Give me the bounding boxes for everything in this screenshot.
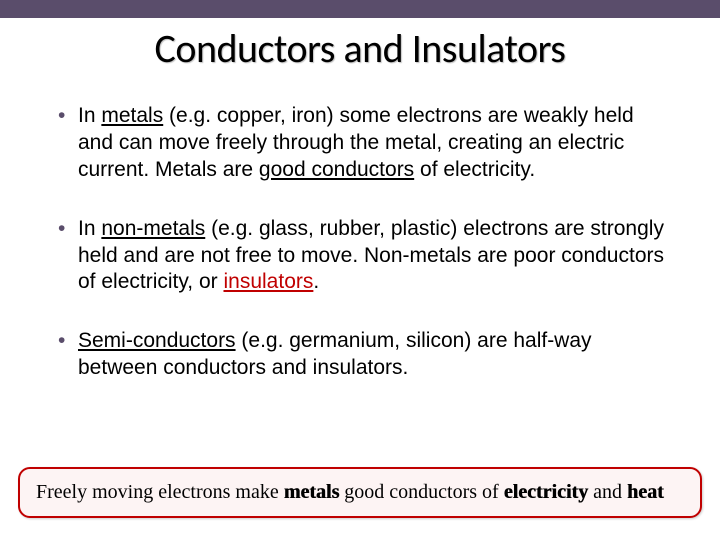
- underlined-term-nonmetals: non-metals: [101, 217, 205, 240]
- callout-text: and: [588, 481, 627, 503]
- bullet-item-semiconductors: Semi-conductors (e.g. germanium, silicon…: [50, 328, 670, 382]
- callout-text: Freely moving electrons make: [36, 481, 284, 503]
- callout-bold-metals: metals: [284, 481, 340, 503]
- callout-bold-heat: heat: [627, 481, 664, 503]
- bullet-item-metals: In metals (e.g. copper, iron) some elect…: [50, 103, 670, 184]
- underlined-term-insulators: insulators: [223, 270, 313, 293]
- summary-callout: Freely moving electrons make metals good…: [18, 467, 702, 518]
- callout-bold-electricity: electricity: [504, 481, 588, 503]
- slide-title: Conductors and Insulators: [0, 24, 720, 73]
- underlined-term-good-conductors: good conductors: [259, 158, 414, 181]
- content-area: In metals (e.g. copper, iron) some elect…: [0, 73, 720, 382]
- bullet-list: In metals (e.g. copper, iron) some elect…: [50, 103, 670, 382]
- top-accent-bar: [0, 0, 720, 18]
- callout-text: good conductors of: [339, 481, 503, 503]
- text-fragment: of electricity.: [414, 158, 535, 181]
- underlined-term-metals: metals: [101, 104, 163, 127]
- bullet-item-nonmetals: In non-metals (e.g. glass, rubber, plast…: [50, 216, 670, 297]
- text-fragment: In: [78, 104, 101, 127]
- text-fragment: .: [313, 270, 319, 293]
- underlined-term-semiconductors: Semi-conductors: [78, 329, 236, 352]
- text-fragment: In: [78, 217, 101, 240]
